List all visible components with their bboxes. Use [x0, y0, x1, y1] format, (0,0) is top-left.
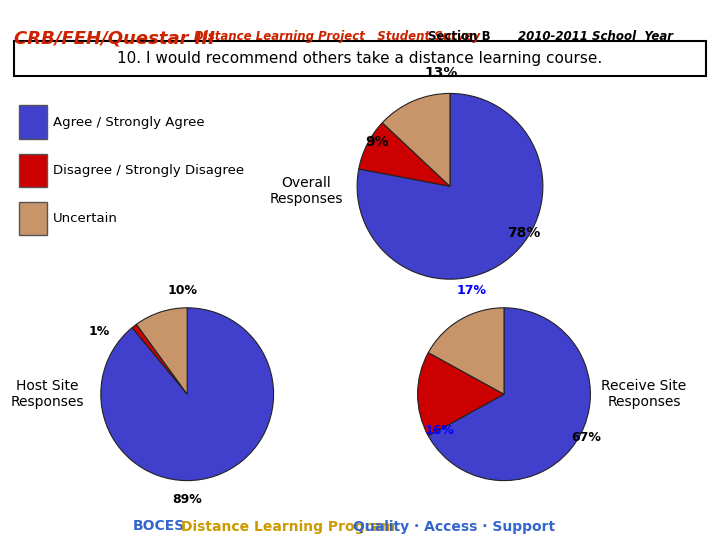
Text: 2010-2011 School  Year: 2010-2011 School Year: [518, 30, 673, 43]
Text: Quality · Access · Support: Quality · Access · Support: [353, 519, 554, 534]
Text: Distance Learning Program: Distance Learning Program: [181, 519, 395, 534]
Text: 17%: 17%: [456, 284, 486, 297]
Text: Agree / Strongly Agree: Agree / Strongly Agree: [53, 116, 205, 129]
Wedge shape: [359, 123, 450, 186]
FancyBboxPatch shape: [19, 202, 47, 235]
Text: CRB/FEH/Questar III: CRB/FEH/Questar III: [14, 30, 215, 48]
Text: 16%: 16%: [424, 424, 454, 437]
FancyBboxPatch shape: [19, 105, 47, 139]
Text: Disagree / Strongly Disagree: Disagree / Strongly Disagree: [53, 164, 244, 177]
Text: Host Site
Responses: Host Site Responses: [11, 379, 84, 409]
Wedge shape: [418, 353, 504, 436]
Wedge shape: [428, 308, 590, 481]
Wedge shape: [136, 308, 187, 394]
FancyBboxPatch shape: [19, 154, 47, 187]
Text: Distance Learning Project   Student Survey: Distance Learning Project Student Survey: [194, 30, 485, 43]
FancyBboxPatch shape: [14, 40, 706, 76]
Wedge shape: [132, 325, 187, 394]
Text: 67%: 67%: [572, 431, 601, 444]
Wedge shape: [101, 308, 274, 481]
Text: Overall
Responses: Overall Responses: [269, 176, 343, 206]
Text: 78%: 78%: [508, 226, 541, 240]
Text: Uncertain: Uncertain: [53, 212, 118, 225]
Text: 10%: 10%: [168, 284, 198, 297]
Text: 9%: 9%: [366, 134, 390, 149]
Text: BOCES: BOCES: [132, 519, 184, 534]
Wedge shape: [428, 308, 504, 394]
Text: Section B: Section B: [428, 30, 491, 43]
Wedge shape: [382, 93, 450, 186]
Wedge shape: [357, 93, 543, 279]
Text: 89%: 89%: [172, 493, 202, 506]
Text: 10. I would recommend others take a distance learning course.: 10. I would recommend others take a dist…: [117, 51, 603, 65]
Text: 1%: 1%: [89, 326, 109, 339]
Text: Receive Site
Responses: Receive Site Responses: [601, 379, 687, 409]
Text: 13%: 13%: [424, 66, 457, 80]
